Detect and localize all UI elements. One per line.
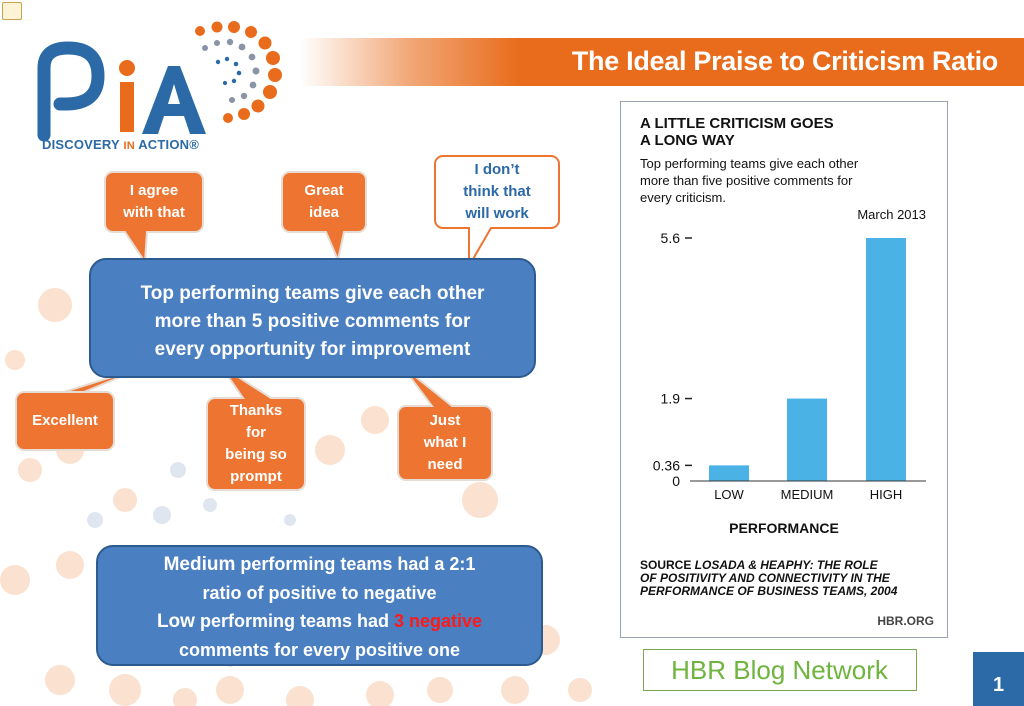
chart-source-line: LOSADA & HEAPHY: THE ROLE	[691, 558, 878, 572]
chart-bar-medium	[787, 398, 827, 481]
bottom-line-3: Low performing teams had 3 negative	[156, 611, 483, 632]
chart-y-tick-label: 1.9	[661, 391, 681, 407]
chart-x-tick-label: LOW	[714, 487, 744, 502]
comment-icon[interactable]	[2, 2, 22, 20]
pia-logo-graphic	[37, 21, 282, 142]
chart-subtitle-line: every criticism.	[640, 190, 726, 205]
chart-source-line: OF POSITIVITY AND CONNECTIVITY IN THE	[640, 571, 891, 585]
chart-bar-high	[866, 238, 906, 481]
bubble-dont-think: I don’t think that will work	[463, 161, 531, 222]
chart-source: SOURCE LOSADA & HEAPHY: THE ROLE	[640, 558, 879, 572]
bubble-great-idea: Great idea	[304, 182, 344, 221]
bottom-line-1: Medium performing teams had a 2:1	[163, 554, 476, 575]
chart-title-line-2: A LONG WAY	[640, 132, 735, 149]
chart-x-axis-title: PERFORMANCE	[729, 520, 839, 536]
main-statement-line: Top performing teams give each other	[140, 283, 485, 304]
page-number-box	[973, 652, 1024, 706]
main-statement-line: more than 5 positive comments for	[154, 311, 471, 332]
chart-date: March 2013	[857, 207, 926, 222]
chart-source-label: SOURCE	[640, 558, 691, 572]
bottom-statement: Medium performing teams had a 2:1 ratio …	[97, 550, 542, 664]
bottom-line-2: ratio of positive to negative	[202, 583, 437, 603]
chart-subtitle-line: more than five positive comments for	[640, 173, 853, 188]
main-statement: Top performing teams give each other mor…	[90, 280, 535, 364]
chart-title-line-1: A LITTLE CRITICISM GOES	[640, 115, 834, 132]
hbr-blog-logo: HBR Blog Network	[671, 655, 888, 685]
page-number: 1	[992, 674, 1005, 696]
header-bar	[300, 38, 1024, 86]
bubble-just-what: Just what I need	[423, 412, 467, 473]
bubble-agree: I agree with that	[123, 182, 185, 221]
bubble-excellent: Excellent	[32, 412, 98, 429]
main-statement-line: every opportunity for improvement	[154, 339, 471, 360]
chart-y-tick-label: 0	[672, 473, 680, 489]
chart-x-tick-label: MEDIUM	[781, 487, 834, 502]
chart-source-line: PERFORMANCE OF BUSINESS TEAMS, 2004	[640, 584, 898, 598]
logo-brand-text: DISCOVERY IN ACTION®	[42, 137, 200, 152]
chart-subtitle-line: Top performing teams give each other	[640, 156, 859, 171]
slide-title: The Ideal Praise to Criticism Ratio	[571, 46, 998, 76]
hbr-chart: A LITTLE CRITICISM GOES A LONG WAY Top p…	[620, 101, 948, 638]
chart-y-tick-label: 0.36	[653, 457, 680, 473]
hbr-logo-frame	[643, 649, 917, 691]
chart-bar-low	[709, 465, 749, 481]
bottom-line-4: comments for every positive one	[178, 640, 461, 660]
chart-x-tick-label: HIGH	[870, 487, 903, 502]
chart-y-tick-label: 5.6	[661, 230, 681, 246]
chart-credit: HBR.ORG	[877, 614, 934, 628]
bubble-thanks: Thanks for being so prompt	[225, 402, 287, 485]
